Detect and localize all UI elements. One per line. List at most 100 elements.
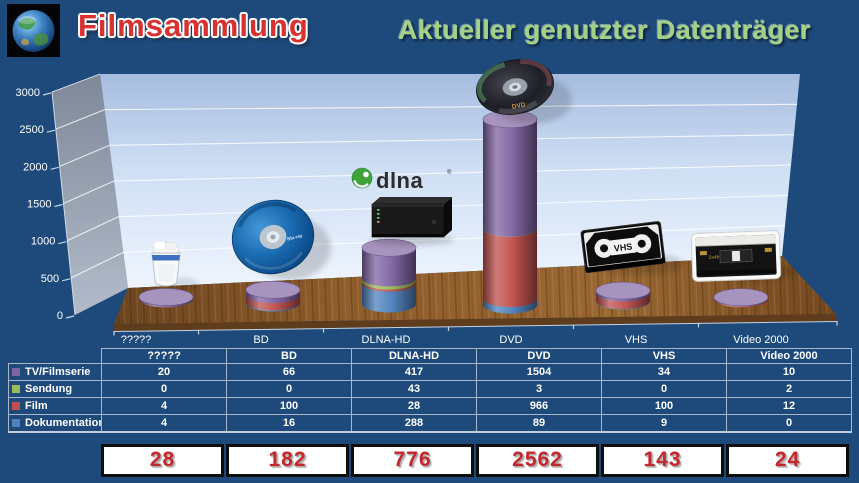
category-label-bd: BD	[253, 334, 268, 346]
table-header-row: ????? BD DLNA-HD DVD VHS Video 2000	[9, 348, 852, 364]
gridline	[109, 134, 795, 146]
series-label-cell: Film	[8, 397, 102, 415]
table-cell: 9	[601, 414, 727, 433]
table-cell: 4	[101, 397, 227, 415]
y-axis-tick	[65, 315, 75, 319]
category-label-x: ?????	[121, 334, 152, 346]
table-row-film: Film 4 100 28 966 100 12	[8, 397, 852, 415]
table-cell: 16	[226, 414, 352, 433]
table-cell: 28	[351, 397, 477, 415]
table-cell: 10	[726, 363, 852, 381]
category-label-dvd: DVD	[499, 334, 522, 346]
table-cell: 0	[726, 414, 852, 433]
gridline	[55, 109, 105, 130]
y-axis-tick	[54, 203, 63, 208]
legend-marker-film	[12, 402, 20, 410]
gridline	[63, 180, 115, 205]
y-axis-tick	[58, 241, 67, 245]
video2000-cassette-icon: 2x4h	[690, 230, 782, 282]
gridline	[70, 251, 124, 279]
table-cell: 89	[476, 414, 602, 433]
y-axis-tick	[50, 166, 59, 170]
category-label-vhs: VHS	[625, 334, 648, 346]
table-corner-cell	[9, 349, 102, 364]
table-cell: 2	[726, 380, 852, 398]
gridline	[118, 194, 789, 218]
globe-logo	[7, 4, 60, 57]
y-axis-tick	[62, 278, 71, 282]
svg-text:2x4h: 2x4h	[709, 255, 720, 261]
dvd-disc-icon: DVD	[476, 59, 554, 115]
total-box: 28	[101, 444, 224, 477]
series-label-cell: Sendung	[8, 380, 102, 398]
left-wall-top-edge	[51, 73, 101, 93]
column-header-x: ?????	[101, 348, 227, 364]
series-label-cell: Dokumentation	[8, 414, 102, 433]
x-axis-line	[113, 321, 838, 332]
data-table: ????? BD DLNA-HD DVD VHS Video 2000 TV/Filmse…	[8, 348, 852, 433]
chart-floor-edge	[114, 314, 837, 331]
icon-shadow	[370, 235, 454, 245]
blu-ray-disc-icon: Blu-ray	[231, 199, 315, 275]
table-cell: 100	[226, 397, 352, 415]
y-axis-label: 1000	[31, 236, 55, 248]
table-cell: 4	[101, 414, 227, 433]
y-axis-tick	[42, 92, 52, 96]
total-box: 776	[351, 444, 474, 477]
y-axis-label: 2500	[19, 124, 43, 136]
table-row-sendung: Sendung 0 0 43 3 0 2	[8, 380, 852, 398]
table-cell: 288	[351, 414, 477, 433]
category-label-dlna-hd: DLNA-HD	[362, 334, 411, 346]
bar-dlna-hd	[361, 238, 417, 313]
waste-bin-icon	[151, 240, 181, 287]
table-cell: 417	[351, 363, 477, 381]
y-axis-tick	[46, 129, 55, 133]
vhs-cassette-icon: VHS	[580, 221, 666, 273]
bar-x	[138, 288, 194, 308]
category-label-video-2000: Video 2000	[733, 334, 788, 346]
table-cell: 43	[351, 380, 477, 398]
gridline	[113, 164, 792, 182]
total-box: 182	[226, 444, 349, 477]
gridline	[67, 216, 119, 242]
column-header-dvd: DVD	[476, 348, 602, 364]
y-axis-label: 3000	[16, 87, 40, 99]
table-cell: 0	[226, 380, 352, 398]
column-header-video-2000: Video 2000	[726, 348, 852, 364]
table-cell: 20	[101, 363, 227, 381]
table-row-dokumentation: Dokumentation 4 16 288 89 9 0	[8, 414, 852, 433]
table-cell: 3	[476, 380, 602, 398]
globe-logo-image	[7, 4, 60, 57]
column-header-vhs: VHS	[601, 348, 727, 364]
bar-video-2000	[713, 288, 769, 308]
y-axis-label: 2000	[23, 161, 47, 173]
svg-text:DVD: DVD	[511, 101, 526, 111]
chart-title: Aktueller genutzter Datenträger	[398, 15, 811, 45]
bar-bd	[245, 281, 301, 312]
table-cell: 66	[226, 363, 352, 381]
table-cell: 0	[601, 380, 727, 398]
legend-marker-sendung	[12, 385, 20, 393]
total-box: 143	[601, 444, 724, 477]
svg-text:Blu-ray: Blu-ray	[287, 233, 304, 242]
y-axis-label: 500	[41, 273, 59, 285]
column-header-bd: BD	[226, 348, 352, 364]
column-header-dlna-hd: DLNA-HD	[351, 348, 477, 364]
gridline	[104, 103, 798, 111]
total-box: 24	[726, 444, 849, 477]
table-cell: 100	[601, 397, 727, 415]
table-cell: 34	[601, 363, 727, 381]
y-axis-label: 0	[57, 310, 63, 322]
y-axis-label: 1500	[27, 199, 51, 211]
gridline	[59, 144, 110, 167]
svg-text:VHS: VHS	[613, 241, 633, 253]
series-label-cell: TV/Filmserie	[8, 363, 102, 381]
bar-vhs	[595, 281, 651, 310]
media-counts-table: ????? BD DLNA-HD DVD VHS Video 2000 TV/Filmse…	[8, 348, 852, 433]
table-cell: 12	[726, 397, 852, 415]
total-box: 2562	[476, 444, 599, 477]
page-title: Filmsammlung	[78, 8, 309, 43]
svg-text:dlna: dlna	[376, 168, 423, 193]
